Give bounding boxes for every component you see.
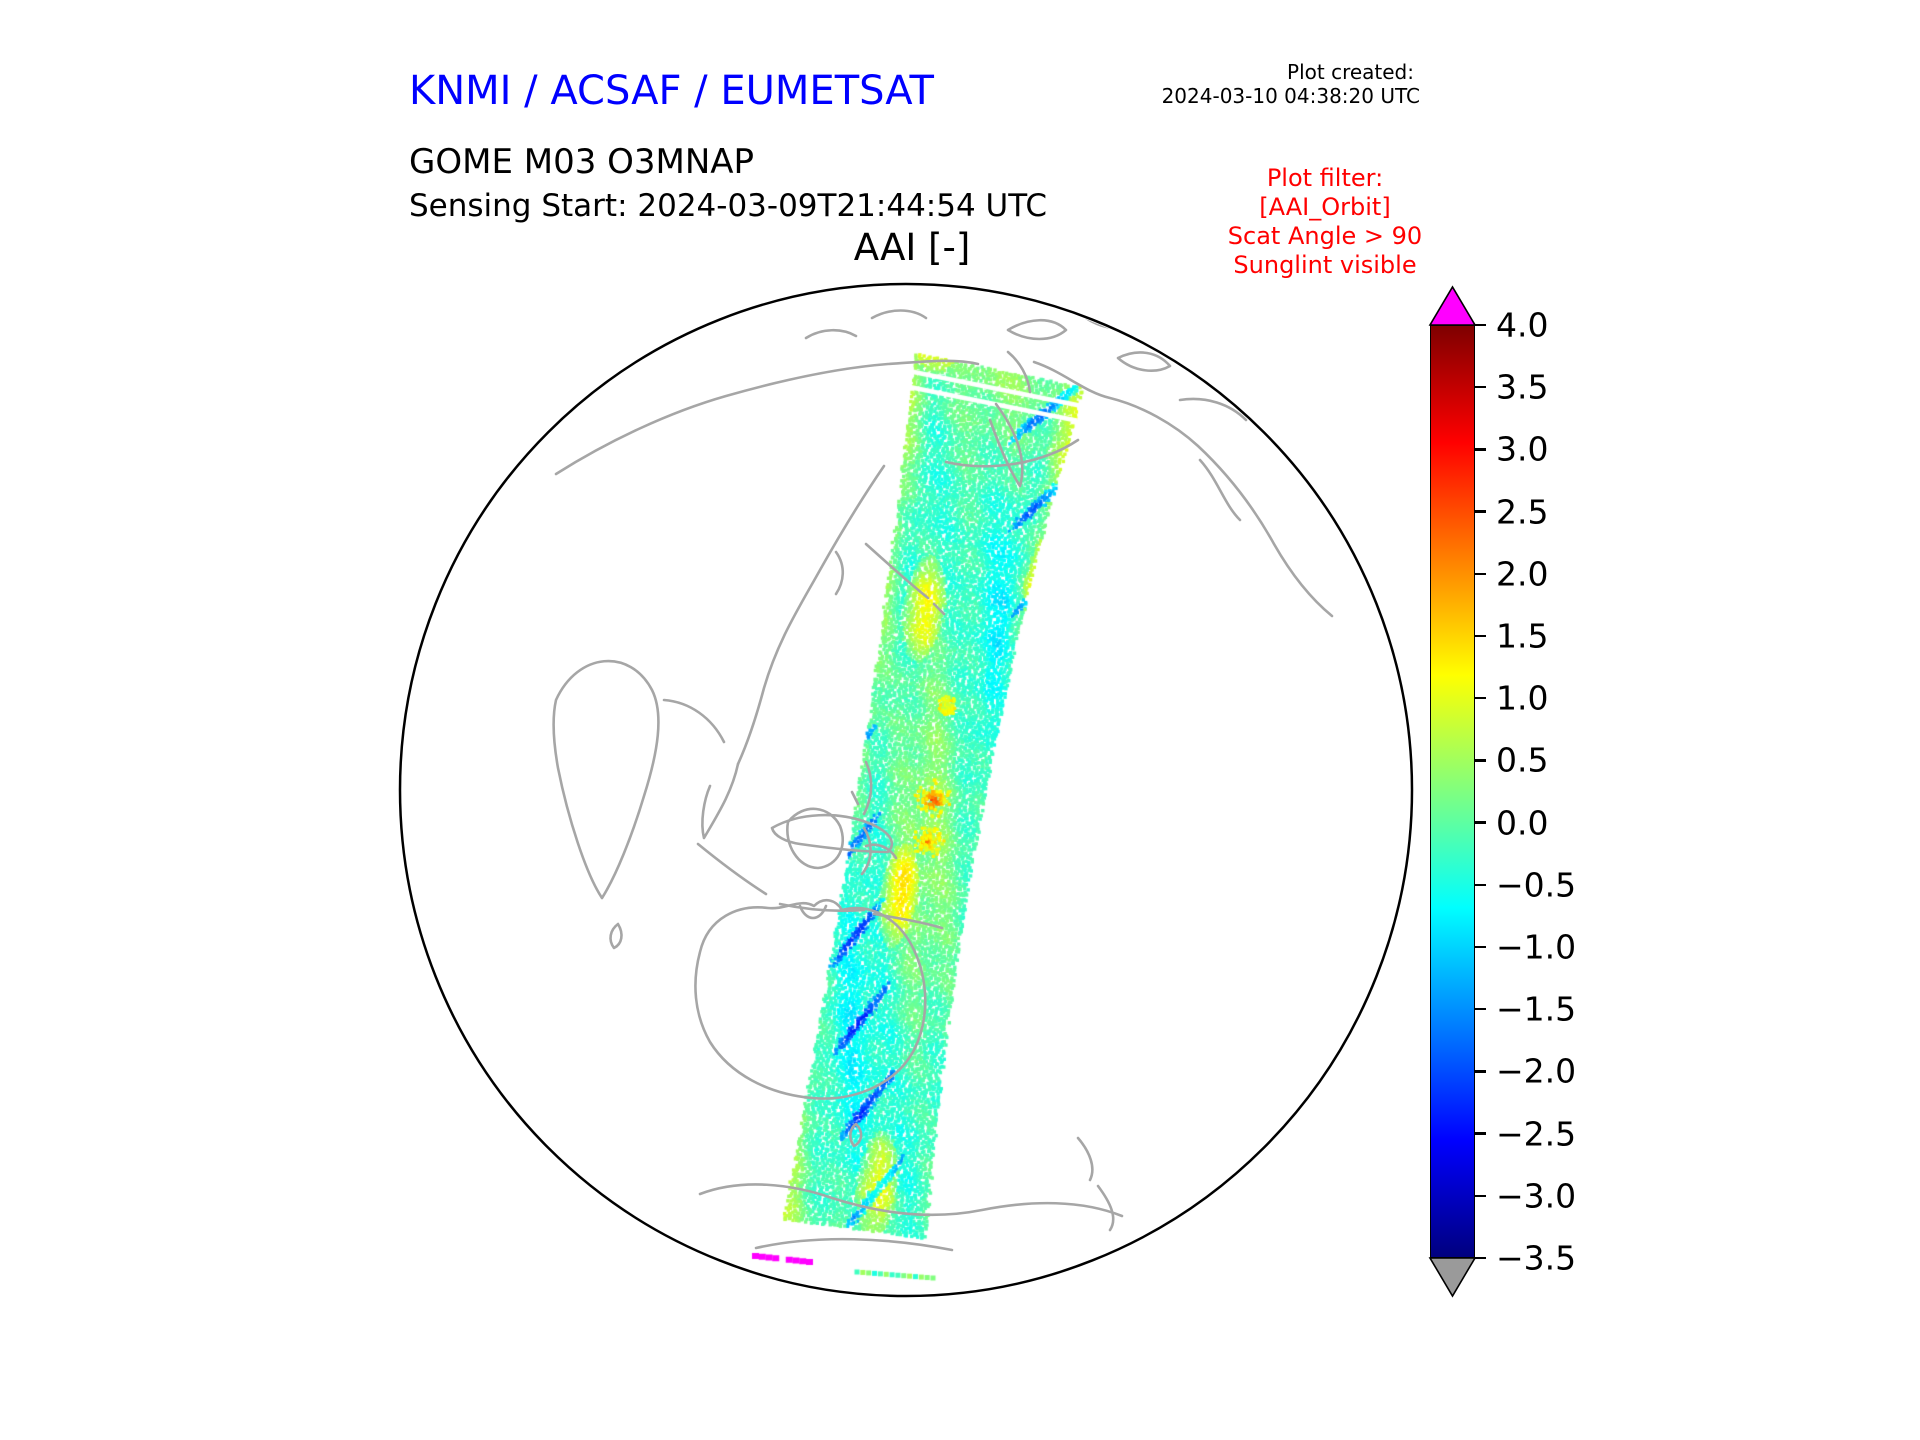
- colorbar-tick-label: −1.5: [1496, 989, 1577, 1029]
- coast-aleutians: [944, 438, 1080, 468]
- colorbar-tick-mark: [1475, 1194, 1486, 1198]
- coast-tasmania: [849, 1122, 863, 1148]
- coast-arctic-island-1: [1006, 318, 1068, 341]
- plot-filter-line-2: [AAI_Orbit]: [1259, 193, 1391, 221]
- colorbar-tick-label: 3.0: [1496, 429, 1549, 469]
- colorbar-tick-mark: [1475, 634, 1486, 638]
- plot-created-block: Plot created: 2024-03-10 04:38:20 UTC: [1120, 60, 1420, 108]
- colorbar-tick-label: −2.5: [1496, 1114, 1577, 1154]
- colorbar-tick-label: −3.0: [1496, 1176, 1577, 1216]
- colorbar-tick-label: 3.5: [1496, 367, 1549, 407]
- coast-sri-lanka: [609, 922, 623, 950]
- plot-created-label: Plot created:: [1287, 60, 1414, 84]
- colorbar-tick-mark: [1475, 323, 1486, 327]
- colorbar-tick-label: 2.5: [1496, 492, 1549, 532]
- coast-bering: [1006, 350, 1032, 394]
- colorbar-tick-mark: [1475, 696, 1486, 700]
- colorbar-tick-mark: [1475, 572, 1486, 576]
- colorbar-tick-mark: [1475, 821, 1486, 824]
- coast-sumatra: [696, 842, 768, 896]
- plot-filter-line-1: Plot filter:: [1266, 164, 1384, 192]
- sensing-start: Sensing Start: 2024-03-09T21:44:54 UTC: [409, 188, 1047, 224]
- colorbar-tick-label: 0.5: [1496, 740, 1549, 780]
- plot-filter-line-3: Scat Angle > 90: [1227, 222, 1423, 250]
- coast-antarctica: [698, 1183, 1124, 1252]
- coast-carpentaria: [798, 904, 828, 920]
- coast-burma: [662, 698, 726, 744]
- colorbar-tick-label: −1.0: [1496, 927, 1577, 967]
- coast-canada-interior: [1178, 397, 1248, 522]
- colorbar-tick-mark: [1475, 759, 1486, 762]
- coast-north-america: [1032, 360, 1334, 618]
- coast-borneo: [786, 807, 845, 870]
- colorbar-tick-label: 2.0: [1496, 554, 1549, 594]
- coast-arctic-island-3: [1116, 351, 1172, 372]
- coast-malay: [701, 762, 740, 840]
- colorbar-tick-label: 4.0: [1496, 305, 1549, 345]
- coast-arctic-island-4: [804, 309, 928, 340]
- colorbar-tick-mark: [1475, 448, 1486, 451]
- plot-created-time: 2024-03-10 04:38:20 UTC: [1161, 84, 1420, 108]
- plot-filter-block: Plot filter: [AAI_Orbit] Scat Angle > 90…: [1175, 164, 1475, 280]
- colorbar-tick-mark: [1475, 510, 1486, 513]
- coast-india: [552, 659, 660, 900]
- colorbar-tick-label: 0.0: [1496, 803, 1549, 843]
- colorbar: [1430, 325, 1475, 1258]
- globe-outline: [398, 282, 1414, 1298]
- colorbar-tick-mark: [1475, 385, 1486, 389]
- coast-siberia: [554, 359, 980, 476]
- plot-title: AAI [-]: [853, 226, 971, 269]
- coast-new-zealand: [1076, 1136, 1115, 1232]
- coast-japan: [864, 542, 946, 616]
- colorbar-tick-mark: [1475, 883, 1486, 887]
- colorbar-tick-mark: [1475, 1256, 1486, 1260]
- coast-philippines: [850, 760, 873, 816]
- colorbar-tick-label: 1.0: [1496, 678, 1549, 718]
- colorbar-tick-label: −0.5: [1496, 865, 1577, 905]
- product-title: GOME M03 O3MNAP: [409, 142, 755, 182]
- colorbar-tick-label: −2.0: [1496, 1051, 1577, 1091]
- plot-filter-line-4: Sunglint visible: [1233, 251, 1417, 279]
- org-title: KNMI / ACSAF / EUMETSAT: [409, 68, 934, 114]
- coast-east-asia: [736, 464, 886, 766]
- colorbar-tick-label: 1.5: [1496, 616, 1549, 656]
- coast-australia: [694, 898, 927, 1100]
- coast-korea: [834, 550, 845, 596]
- coast-new-guinea: [770, 813, 894, 854]
- coastlines: [552, 308, 1334, 1252]
- colorbar-tick-mark: [1475, 1007, 1486, 1011]
- colorbar-tick-mark: [1475, 1070, 1486, 1073]
- coast-kamchatka: [988, 402, 1024, 488]
- colorbar-tick-mark: [1475, 1132, 1486, 1135]
- colorbar-tick-mark: [1475, 945, 1486, 949]
- colorbar-tick-label: −3.5: [1496, 1238, 1577, 1278]
